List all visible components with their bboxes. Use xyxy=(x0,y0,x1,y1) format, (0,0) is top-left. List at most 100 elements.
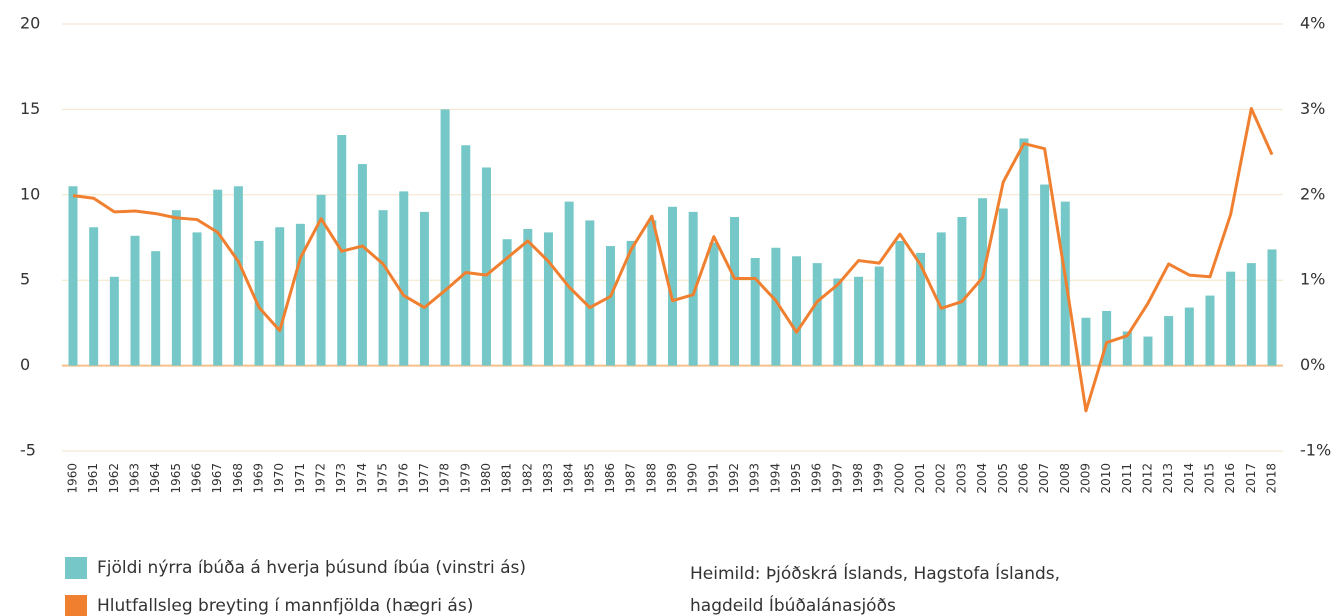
bar xyxy=(1102,310,1112,366)
bar xyxy=(957,217,967,366)
x-tick-label: 1984 xyxy=(562,463,576,494)
source: Heimild: Þjóðskrá Íslands, Hagstofa Ísla… xyxy=(690,562,1060,584)
bar xyxy=(130,235,140,366)
bar xyxy=(812,263,822,366)
bar xyxy=(213,189,223,366)
bar xyxy=(316,194,326,366)
bar xyxy=(171,210,181,366)
bar xyxy=(502,239,512,366)
y2-tick-label: 2% xyxy=(1300,184,1325,203)
x-tick-label: 1981 xyxy=(500,463,514,494)
bar xyxy=(833,278,843,366)
bar xyxy=(668,206,677,366)
x-tick-label: 1995 xyxy=(789,463,803,494)
bar xyxy=(895,240,905,366)
bar xyxy=(626,240,636,366)
x-tick-label: 1963 xyxy=(128,463,142,494)
x-tick-label: 2002 xyxy=(934,463,948,494)
bar xyxy=(936,232,946,366)
bar xyxy=(709,242,719,366)
bar xyxy=(564,201,574,366)
line xyxy=(72,107,1274,413)
bar xyxy=(357,164,367,366)
x-tick-label: 1985 xyxy=(582,463,596,494)
bar xyxy=(1246,263,1256,366)
x-tick-label: 2010 xyxy=(1099,463,1113,494)
legend-label: Hlutfallsleg breyting í mannfjölda (hægr… xyxy=(97,596,473,616)
bar xyxy=(605,246,615,366)
y-tick-label: 5 xyxy=(20,270,30,289)
x-tick-label: 1964 xyxy=(148,463,162,494)
bar xyxy=(1184,307,1194,366)
x-tick-label: 1970 xyxy=(272,463,286,494)
y2-tick-label: -1% xyxy=(1300,441,1331,460)
bar xyxy=(874,266,884,366)
x-tick-label: 1999 xyxy=(872,463,886,494)
bar xyxy=(440,109,450,366)
x-tick-label: 1996 xyxy=(810,463,824,494)
x-tick-label: 2018 xyxy=(1265,463,1279,494)
x-tick-label: 2008 xyxy=(1058,463,1072,494)
bar xyxy=(647,220,657,366)
bar xyxy=(1019,138,1029,366)
x-tick-label: 1979 xyxy=(458,463,472,494)
x-tick-label: 1960 xyxy=(66,463,80,494)
bar xyxy=(750,257,760,366)
bar xyxy=(109,276,119,366)
x-tick-label: 1998 xyxy=(851,463,865,494)
x-tick-label: 2013 xyxy=(1161,463,1175,494)
bar xyxy=(1267,249,1277,366)
x-tick-label: 1991 xyxy=(706,463,720,494)
x-tick-label: 1966 xyxy=(190,463,204,494)
x-tick-label: 1977 xyxy=(417,463,431,494)
bar xyxy=(461,145,471,366)
x-tick-label: 2003 xyxy=(954,463,968,494)
y-tick-label: 15 xyxy=(20,99,40,118)
bar xyxy=(585,220,595,366)
x-tick-label: 1994 xyxy=(768,463,782,494)
x-tick-label: 1973 xyxy=(334,463,348,494)
x-tick-label: 2004 xyxy=(975,463,989,494)
x-tick-label: 1990 xyxy=(686,463,700,494)
x-tick-label: 1992 xyxy=(727,463,741,494)
x-tick-label: 2017 xyxy=(1244,463,1258,494)
bar xyxy=(275,227,285,366)
source: hagdeild Íbúðalánasjóðs xyxy=(690,594,896,616)
y-tick-label: 10 xyxy=(20,184,40,203)
x-tick-label: 1969 xyxy=(252,463,266,494)
bar xyxy=(233,186,243,366)
bar xyxy=(1081,317,1091,366)
bar xyxy=(978,198,988,366)
bar xyxy=(1205,295,1215,366)
x-tick-label: 1978 xyxy=(438,463,452,494)
x-tick-label: 1983 xyxy=(541,463,555,494)
bar xyxy=(523,228,533,366)
x-tick-label: 1961 xyxy=(86,463,100,494)
x-tick-label: 2012 xyxy=(1140,463,1154,494)
bar xyxy=(419,211,429,366)
x-tick-label: 1975 xyxy=(376,463,390,494)
bar xyxy=(688,211,698,366)
bar xyxy=(1040,184,1050,366)
y2-tick-label: 1% xyxy=(1300,270,1325,289)
x-tick-label: 1987 xyxy=(624,463,638,494)
bar xyxy=(378,210,388,366)
bar xyxy=(730,217,740,366)
x-tick-label: 1974 xyxy=(355,463,369,494)
bar xyxy=(254,240,264,366)
x-tick-label: 1976 xyxy=(396,463,410,494)
x-tick-label: 1965 xyxy=(169,463,183,494)
bar xyxy=(998,208,1008,366)
x-tick-label: 2000 xyxy=(892,463,906,494)
x-tick-label: 1988 xyxy=(644,463,658,494)
bar xyxy=(399,191,409,366)
x-tick-label: 1993 xyxy=(748,463,762,494)
x-tick-label: 1967 xyxy=(210,463,224,494)
y2-tick-label: 3% xyxy=(1300,99,1325,118)
x-tick-label: 1962 xyxy=(107,463,121,494)
y2-tick-label: 4% xyxy=(1300,14,1325,33)
bar xyxy=(151,251,161,366)
bar xyxy=(192,232,202,366)
x-tick-label: 2014 xyxy=(1182,463,1196,494)
